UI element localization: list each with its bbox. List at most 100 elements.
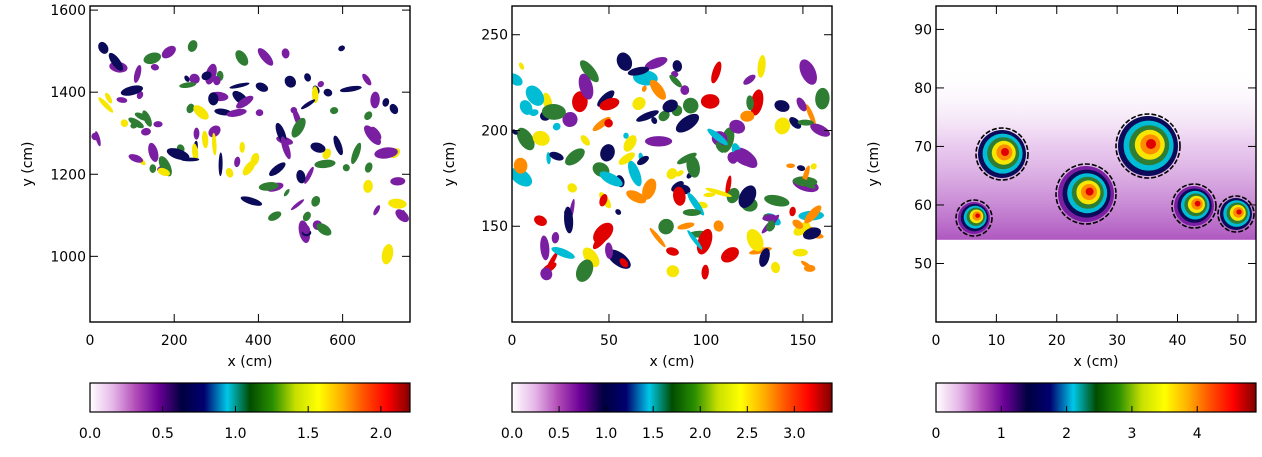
mixing-filament bbox=[239, 141, 245, 153]
mixing-filament bbox=[136, 91, 144, 100]
mixing-filament bbox=[540, 235, 550, 261]
mixing-filament bbox=[644, 56, 668, 70]
mixing-filament bbox=[258, 182, 279, 191]
mixing-filament bbox=[682, 209, 702, 216]
mixing-filament bbox=[225, 167, 234, 178]
x-tick-label: 40 bbox=[1169, 333, 1187, 349]
mixing-filament bbox=[374, 147, 398, 159]
mixing-filament bbox=[762, 214, 777, 222]
mixing-filament bbox=[701, 264, 709, 280]
mixing-filament bbox=[619, 258, 629, 268]
mixing-filament bbox=[186, 103, 195, 114]
mixing-filament bbox=[296, 169, 306, 184]
mixing-filament bbox=[268, 211, 282, 221]
colorbar-tick-label: 0.5 bbox=[152, 426, 174, 442]
colorbar-tick-label: 1.0 bbox=[224, 426, 246, 442]
mixing-filament bbox=[705, 187, 732, 197]
mixing-filament bbox=[255, 82, 269, 92]
mixing-filament bbox=[649, 79, 666, 100]
mixing-filament bbox=[604, 118, 613, 128]
colorbar-tick-label: 0.0 bbox=[79, 426, 101, 442]
mixing-filament bbox=[804, 205, 822, 224]
mixing-filament bbox=[116, 97, 128, 103]
mixing-filament bbox=[150, 63, 159, 71]
mixing-filament bbox=[95, 131, 101, 147]
mixing-filament bbox=[240, 196, 263, 206]
panel-3: 0 10 20 30 40 50 50 60 70 80 90 x (cm) y (cm) 0 1 2 3 4 bbox=[866, 5, 1257, 442]
mixing-filament bbox=[304, 73, 312, 82]
mixing-filament bbox=[726, 187, 740, 204]
mixing-filament bbox=[301, 224, 311, 235]
colorbar-tick-label: 3 bbox=[1127, 426, 1136, 442]
mixing-filament bbox=[774, 117, 791, 135]
mixing-filament bbox=[339, 85, 362, 93]
x-axis-label: x (cm) bbox=[1074, 354, 1119, 370]
mixing-filament bbox=[725, 175, 732, 196]
mixing-filament bbox=[707, 128, 728, 146]
mixing-filament bbox=[789, 206, 796, 217]
mixing-filament bbox=[242, 160, 256, 176]
mixing-filament bbox=[642, 178, 657, 200]
mixing-filament bbox=[810, 123, 830, 137]
mixing-filament bbox=[269, 162, 286, 177]
mixing-filament bbox=[792, 219, 804, 229]
mixing-filament bbox=[390, 177, 406, 186]
mixing-filament bbox=[529, 109, 539, 116]
mixing-filament bbox=[389, 103, 399, 115]
mixing-filament bbox=[658, 110, 670, 122]
mixing-filament bbox=[290, 106, 298, 114]
colorbar bbox=[89, 382, 411, 413]
mixing-filament bbox=[804, 264, 816, 272]
y-tick-label: 60 bbox=[914, 198, 932, 214]
mixing-filament bbox=[226, 108, 247, 117]
mixing-filament bbox=[512, 167, 533, 187]
mixing-filament bbox=[235, 50, 249, 66]
mixing-filament bbox=[193, 105, 209, 120]
mixing-filament bbox=[300, 99, 316, 110]
mixing-filament bbox=[161, 45, 176, 59]
mixing-filament bbox=[623, 135, 637, 152]
mixing-filament bbox=[703, 192, 716, 198]
mixing-filament bbox=[796, 97, 807, 112]
mixing-filament bbox=[187, 40, 198, 52]
plot-frame bbox=[935, 5, 1257, 323]
mixing-filament bbox=[540, 267, 553, 281]
mixing-filament bbox=[382, 98, 390, 107]
x-tick-label: 50 bbox=[1229, 333, 1247, 349]
mixing-filament bbox=[627, 160, 642, 187]
plot-frame bbox=[511, 5, 833, 323]
y-tick-label: 150 bbox=[481, 219, 508, 235]
mixing-filament bbox=[799, 59, 817, 85]
colorbar-tick-label: 0 bbox=[932, 426, 941, 442]
mixing-filament bbox=[149, 164, 157, 173]
mixing-filament bbox=[370, 91, 380, 109]
x-tick-label: 10 bbox=[987, 333, 1005, 349]
mixing-filament bbox=[128, 154, 144, 163]
mixing-filament bbox=[669, 74, 682, 88]
x-tick-label: 150 bbox=[790, 333, 817, 349]
mixing-filament bbox=[567, 183, 578, 193]
mixing-filament bbox=[255, 109, 264, 117]
mixing-filament bbox=[774, 100, 790, 112]
mixing-filament bbox=[304, 166, 314, 184]
mixing-filament bbox=[721, 247, 739, 263]
mixing-filament bbox=[675, 113, 700, 133]
mixing-filament bbox=[789, 117, 802, 129]
mixing-filament bbox=[342, 164, 350, 172]
mixing-filament bbox=[766, 221, 776, 232]
mixing-filament bbox=[201, 71, 212, 81]
colorbar-tick-label: 0.0 bbox=[501, 426, 523, 442]
mixing-filament bbox=[711, 61, 722, 84]
y-tick-label: 70 bbox=[914, 139, 932, 155]
x-tick-label: 100 bbox=[693, 333, 720, 349]
mixing-filament bbox=[105, 92, 113, 104]
mixing-filament bbox=[740, 110, 755, 122]
y-tick-label: 80 bbox=[914, 81, 932, 97]
mixing-filament bbox=[513, 157, 528, 174]
colorbar-tick-label: 2.5 bbox=[736, 426, 758, 442]
mixing-filament bbox=[746, 95, 754, 111]
mixing-filament bbox=[666, 168, 678, 180]
colorbar bbox=[511, 382, 833, 413]
mixing-filament bbox=[627, 66, 650, 76]
